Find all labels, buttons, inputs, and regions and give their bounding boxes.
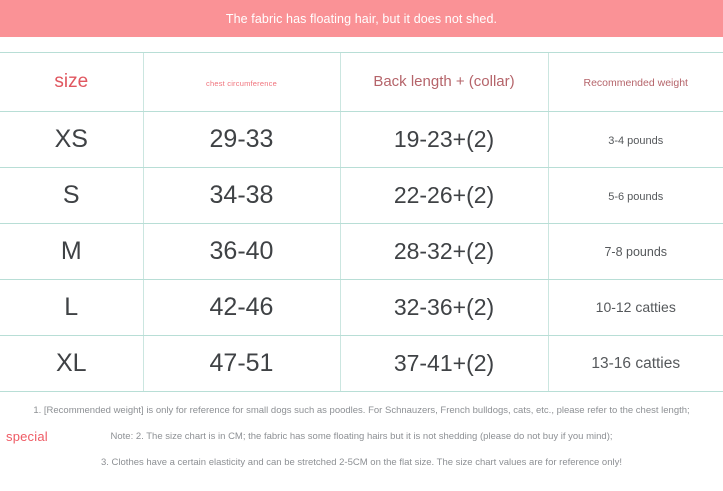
footnote-line-2: Note: 2. The size chart is in CM; the fa… [110,431,613,442]
header-label-back-length: Back length + (collar) [373,73,515,90]
cell-weight: 7-8 pounds [548,223,723,280]
banner-text: The fabric has floating hair, but it doe… [225,11,498,26]
value-back-length: 37-41+(2) [393,350,495,376]
cell-weight: 10-12 catties [548,279,723,336]
cell-back-length: 32-36+(2) [340,279,549,336]
size-chart-table: size chest circumference Back length + (… [0,53,723,391]
value-back-length: 22-26+(2) [393,182,495,208]
value-back-length: 32-36+(2) [393,294,495,320]
header-cell-chest: chest circumference [143,53,341,112]
footnote-line-2-wrapper: special Note: 2. The size chart is in CM… [0,424,723,450]
value-weight: 3-4 pounds [608,134,664,147]
value-weight: 13-16 catties [591,354,681,372]
value-chest: 42-46 [209,293,274,321]
cell-back-length: 19-23+(2) [340,111,549,168]
value-chest: 29-33 [209,125,274,153]
cell-back-length: 37-41+(2) [340,335,549,391]
header-cell-recommended-weight: Recommended weight [548,53,723,112]
value-weight: 10-12 catties [595,298,676,315]
footnotes: 1. [Recommended weight] is only for refe… [0,398,723,476]
table-row: S 34-38 22-26+(2) 5-6 pounds [0,167,723,224]
footnote-line-3: 3. Clothes have a certain elasticity and… [100,457,622,468]
cell-back-length: 22-26+(2) [340,167,549,224]
value-back-length: 19-23+(2) [393,126,495,152]
cell-chest: 34-38 [143,167,341,224]
value-weight: 5-6 pounds [608,190,664,203]
value-back-length: 28-32+(2) [393,238,495,264]
value-chest: 47-51 [209,349,274,377]
header-cell-size: size [0,53,144,112]
cell-chest: 36-40 [143,223,341,280]
cell-back-length: 28-32+(2) [340,223,549,280]
header-label-recommended-weight: Recommended weight [583,77,688,89]
cell-size: L [0,279,144,336]
value-size: L [64,293,79,321]
table-row: XL 47-51 37-41+(2) 13-16 catties [0,335,723,392]
value-chest: 36-40 [209,237,274,265]
table-header-row: size chest circumference Back length + (… [0,53,723,112]
table-row: M 36-40 28-32+(2) 7-8 pounds [0,223,723,280]
cell-chest: 42-46 [143,279,341,336]
special-label: special [6,429,48,444]
header-label-size: size [54,71,89,92]
cell-size: XL [0,335,144,391]
footnote-line-1: 1. [Recommended weight] is only for refe… [33,405,690,416]
table-row: XS 29-33 19-23+(2) 3-4 pounds [0,111,723,168]
cell-weight: 5-6 pounds [548,167,723,224]
cell-size: S [0,167,144,224]
table-row: L 42-46 32-36+(2) 10-12 catties [0,279,723,336]
cell-size: XS [0,111,144,168]
cell-size: M [0,223,144,280]
top-banner: The fabric has floating hair, but it doe… [0,0,723,37]
header-label-chest-circumference: chest circumference [206,79,277,88]
size-chart-table-wrapper: size chest circumference Back length + (… [0,52,723,392]
value-size: M [60,237,82,265]
header-cell-back-length: Back length + (collar) [340,53,549,112]
value-size: XS [54,125,88,153]
value-size: XL [55,349,87,377]
cell-chest: 29-33 [143,111,341,168]
cell-weight: 13-16 catties [548,336,723,392]
cell-weight: 3-4 pounds [548,111,723,168]
value-size: S [62,181,80,209]
cell-chest: 47-51 [143,335,341,391]
value-chest: 34-38 [209,181,274,209]
value-weight: 7-8 pounds [604,244,668,259]
